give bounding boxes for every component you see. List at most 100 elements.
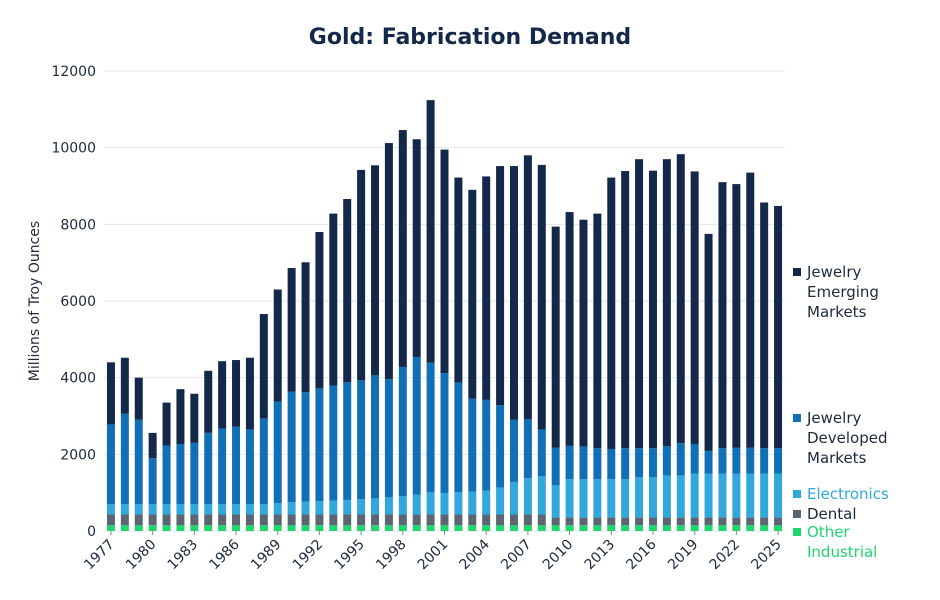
bar-segment <box>468 491 477 515</box>
y-tick-label: 12000 <box>51 64 96 80</box>
bar-segment <box>398 496 407 515</box>
bar-segment <box>760 448 769 474</box>
bar-segment <box>398 514 407 526</box>
bar-segment <box>371 498 380 515</box>
bar-segment <box>454 177 463 383</box>
bar-segment <box>301 262 310 393</box>
bar-segment <box>106 362 115 425</box>
bar-segment <box>593 213 602 449</box>
bar-segment <box>134 525 143 531</box>
bar-segment <box>468 525 477 531</box>
bar-segment <box>398 525 407 531</box>
bar-segment <box>148 458 157 505</box>
bar-segment <box>218 361 227 429</box>
x-tick-label: 2004 <box>457 536 494 573</box>
bar-segment <box>426 100 435 363</box>
legend-item: Jewelry Emerging Markets <box>793 262 933 322</box>
bar-segment <box>190 514 199 526</box>
x-tick-label: 1983 <box>165 537 202 574</box>
bar-segment <box>245 429 254 505</box>
legend-item: Other Industrial <box>793 522 933 562</box>
bar-segment <box>690 473 699 518</box>
bar-segment <box>357 525 366 531</box>
bar-segment <box>551 517 560 526</box>
bar-segment <box>232 504 241 515</box>
bar-segment <box>148 514 157 526</box>
bar-segment <box>412 139 421 357</box>
bar-segment <box>371 525 380 531</box>
bar-segment <box>509 525 518 531</box>
bar-segment <box>301 501 310 515</box>
bar-segment <box>245 514 254 526</box>
bar-segment <box>134 504 143 515</box>
x-tick-label: 2010 <box>540 537 577 574</box>
bar-segment <box>371 514 380 526</box>
bar-segment <box>482 525 491 531</box>
bar-segment <box>315 525 324 531</box>
bar-segment <box>329 385 338 501</box>
bar-segment <box>760 202 769 449</box>
bar-segment <box>426 362 435 493</box>
bar-segment <box>204 504 213 515</box>
bar-segment <box>287 268 296 392</box>
bar-segment <box>120 514 129 526</box>
bar-segment <box>676 517 685 526</box>
bar-segment <box>176 504 185 515</box>
legend-label: Other Industrial <box>807 523 878 561</box>
bar-segment <box>676 443 685 476</box>
bar-segment <box>232 525 241 531</box>
bar-segment <box>287 391 296 503</box>
bar-segment <box>176 525 185 531</box>
bar-segment <box>190 393 199 443</box>
bar-segment <box>648 170 657 449</box>
bar-segment <box>162 402 171 446</box>
bar-segment <box>593 479 602 518</box>
bar-segment <box>760 525 769 531</box>
x-tick-label: 1992 <box>290 537 327 574</box>
bar-segment <box>537 164 546 430</box>
bar-segment <box>523 478 532 515</box>
x-tick-label: 1980 <box>123 537 160 574</box>
bar-segment <box>357 514 366 526</box>
bar-segment <box>454 514 463 526</box>
bar-segment <box>690 525 699 531</box>
x-tick-label: 2019 <box>665 537 702 574</box>
bar-segment <box>329 525 338 531</box>
bar-segment <box>690 517 699 526</box>
bar-segment <box>537 429 546 477</box>
bar-segment <box>106 525 115 531</box>
x-tick-label: 1977 <box>81 537 118 574</box>
bar-segment <box>412 514 421 526</box>
x-tick-label: 1995 <box>331 537 368 574</box>
bar-segment <box>148 432 157 459</box>
bar-segment <box>384 514 393 526</box>
bar-segment <box>454 492 463 515</box>
bar-segment <box>162 525 171 531</box>
bar-segment <box>259 514 268 526</box>
bar-segment <box>662 525 671 531</box>
bar-segment <box>343 199 352 383</box>
legend-label: Jewelry Developed Markets <box>807 409 888 467</box>
bar-segment <box>468 398 477 492</box>
bar-segment <box>718 473 727 518</box>
bar-segment <box>690 443 699 474</box>
bar-segment <box>440 514 449 526</box>
bar-segment <box>273 525 282 531</box>
x-tick-label: 2016 <box>623 536 660 573</box>
bar-segment <box>635 525 644 531</box>
bar-segment <box>162 445 171 505</box>
bar-segment <box>746 473 755 518</box>
bar-segment <box>398 366 407 497</box>
x-tick-label: 2025 <box>748 537 785 574</box>
bar-segment <box>635 477 644 518</box>
bar-segment <box>565 479 574 518</box>
bar-segment <box>440 525 449 531</box>
bar-segment <box>120 504 129 515</box>
bar-segment <box>357 380 366 500</box>
bar-segment <box>509 514 518 526</box>
bar-segment <box>662 475 671 518</box>
bar-segment <box>162 504 171 515</box>
chart-title: Gold: Fabrication Demand <box>309 25 631 50</box>
bar-segment <box>273 503 282 515</box>
